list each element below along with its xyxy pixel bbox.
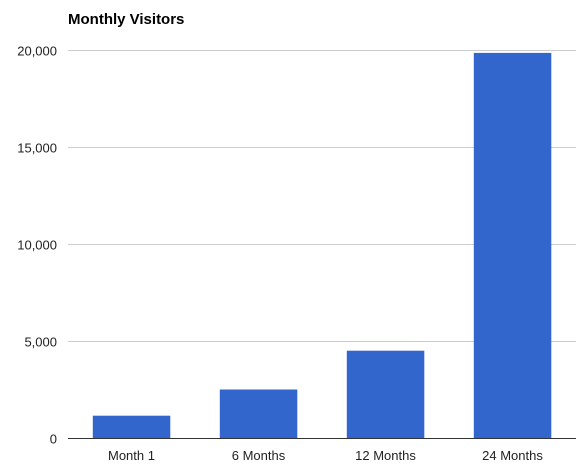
y-tick-label: 5,000 bbox=[24, 335, 57, 350]
y-tick-label: 10,000 bbox=[17, 238, 57, 253]
bar bbox=[92, 415, 171, 438]
bar bbox=[219, 389, 298, 438]
y-tick-label: 0 bbox=[50, 432, 57, 447]
chart-title: Monthly Visitors bbox=[68, 11, 184, 28]
bars bbox=[92, 52, 552, 439]
bar bbox=[346, 350, 425, 438]
bar bbox=[473, 52, 552, 439]
y-tick-label: 15,000 bbox=[17, 141, 57, 156]
y-axis-ticks: 0 5,000 10,000 15,000 20,000 bbox=[17, 44, 57, 447]
x-tick-label: 6 Months bbox=[232, 448, 286, 463]
x-axis-ticks: Month 1 6 Months 12 Months 24 Months bbox=[108, 448, 543, 463]
x-tick-label: 24 Months bbox=[482, 448, 543, 463]
x-tick-label: 12 Months bbox=[355, 448, 416, 463]
y-tick-label: 20,000 bbox=[17, 44, 57, 59]
x-tick-label: Month 1 bbox=[108, 448, 155, 463]
